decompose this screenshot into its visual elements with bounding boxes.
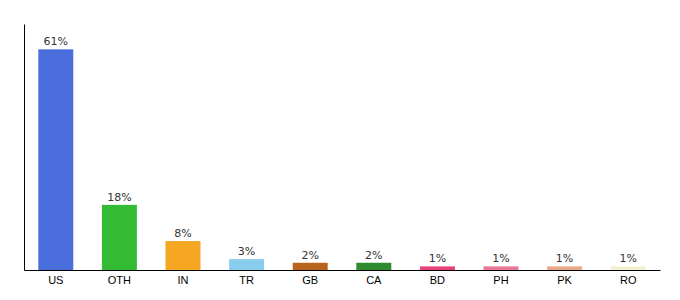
x-axis-line	[25, 270, 661, 271]
x-tick: GB	[302, 270, 318, 286]
x-tick: CA	[366, 270, 382, 286]
x-tick-label: US	[48, 274, 63, 286]
x-tick-label: GB	[302, 274, 318, 286]
data-label: 1%	[556, 252, 573, 265]
x-tick-label: OTH	[108, 274, 131, 286]
chart: US OTH IN TR GB CA BD PH PK RO 61% 18% 8% 3% 2% 2% 1% 1% 1…	[0, 0, 680, 300]
data-label: 61%	[44, 35, 68, 48]
bar	[102, 205, 137, 270]
x-tick-label: PK	[557, 274, 572, 286]
x-tick-label: TR	[239, 274, 254, 286]
x-tick-label: PH	[493, 274, 508, 286]
x-tick-label: CA	[366, 274, 382, 286]
x-tick: RO	[620, 270, 637, 286]
bars	[38, 49, 645, 270]
x-tick-label: BD	[430, 274, 445, 286]
data-label: 2%	[365, 249, 382, 262]
y-axis-line	[24, 25, 25, 271]
bar	[229, 259, 264, 270]
bar	[166, 241, 201, 270]
data-label: 1%	[619, 252, 636, 265]
x-tick-label: RO	[620, 274, 637, 286]
bar	[484, 266, 519, 270]
x-tick: IN	[178, 270, 189, 286]
data-labels: 61% 18% 8% 3% 2% 2% 1% 1% 1% 1%	[44, 35, 637, 265]
y-axis	[24, 25, 25, 271]
x-tick: PH	[493, 270, 508, 286]
bar	[611, 266, 646, 270]
x-tick-label: IN	[178, 274, 189, 286]
data-label: 3%	[238, 245, 255, 258]
bar	[293, 263, 328, 270]
data-label: 2%	[301, 249, 318, 262]
x-tick: OTH	[108, 270, 131, 286]
x-axis: US OTH IN TR GB CA BD PH PK RO	[25, 270, 661, 286]
data-label: 1%	[492, 252, 509, 265]
bar	[38, 49, 73, 270]
bar	[356, 263, 391, 270]
x-tick: US	[48, 270, 63, 286]
data-label: 8%	[174, 227, 191, 240]
x-tick: BD	[430, 270, 445, 286]
bar	[547, 266, 582, 270]
x-tick: TR	[239, 270, 254, 286]
plot: US OTH IN TR GB CA BD PH PK RO 61% 18% 8% 3% 2% 2% 1% 1% 1…	[25, 25, 661, 286]
data-label: 1%	[429, 252, 446, 265]
x-tick: PK	[557, 270, 572, 286]
data-label: 18%	[107, 191, 131, 204]
bar	[420, 266, 455, 270]
